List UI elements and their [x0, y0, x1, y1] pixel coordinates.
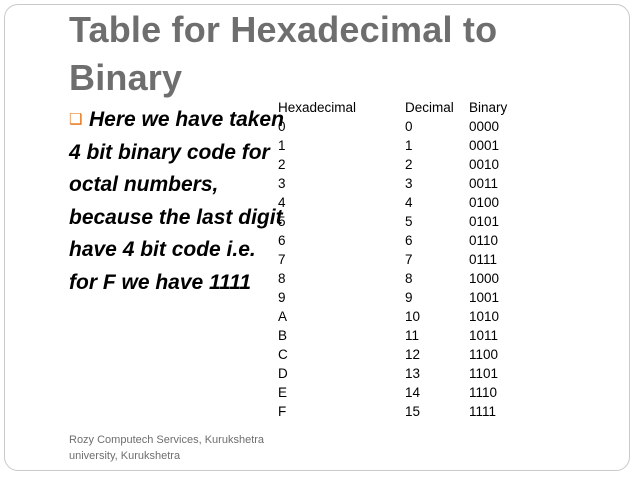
- cell-hexadecimal: 5: [278, 214, 286, 229]
- bullet-icon: ❑: [69, 111, 83, 128]
- cell-decimal: 2: [405, 157, 413, 172]
- cell-hexadecimal: A: [278, 309, 288, 324]
- cell-decimal: 5: [405, 214, 413, 229]
- cell-binary: 0111: [469, 252, 498, 267]
- slide-title: Table for Hexadecimal to Binary: [69, 9, 498, 98]
- cell-hexadecimal: 0: [278, 119, 286, 134]
- table-row: B 11 1011: [278, 326, 539, 345]
- cell-decimal: 11: [405, 328, 420, 343]
- bullet-point: ❑ Here we have taken 4 bit binary code f…: [69, 104, 284, 299]
- cell-decimal: 6: [405, 233, 413, 248]
- cell-decimal: 10: [405, 309, 421, 324]
- table-row: 4 4 0100: [278, 193, 539, 212]
- table-row: A 10 1010: [278, 307, 539, 326]
- cell-decimal: 4: [405, 195, 413, 210]
- cell-binary: 0100: [469, 195, 500, 210]
- table-row: C 12 1100: [278, 345, 539, 364]
- cell-binary: 1000: [469, 271, 500, 286]
- cell-binary: 1101: [469, 366, 499, 381]
- table-row: 0 0 0000: [278, 117, 539, 136]
- table-header-row: Hexadecimal Decimal Binary: [278, 98, 539, 117]
- table-row: 7 7 0111: [278, 250, 539, 269]
- cell-binary: 0000: [469, 119, 500, 134]
- cell-decimal: 1: [405, 138, 413, 153]
- cell-hexadecimal: E: [278, 385, 288, 400]
- cell-binary: 1111: [469, 404, 497, 419]
- table-row: 2 2 0010: [278, 155, 539, 174]
- cell-binary: 1011: [469, 328, 499, 343]
- table-row: 1 1 0001: [278, 136, 539, 155]
- table-row: 6 6 0110: [278, 231, 539, 250]
- cell-binary: 1110: [469, 385, 498, 400]
- table-row: 9 9 1001: [278, 288, 539, 307]
- cell-hexadecimal: F: [278, 404, 287, 419]
- cell-hexadecimal: 7: [278, 252, 286, 267]
- table-row: F 15 1111: [278, 402, 539, 421]
- cell-hexadecimal: D: [278, 366, 288, 381]
- cell-decimal: 9: [405, 290, 413, 305]
- conversion-table: Hexadecimal Decimal Binary 0 0 0000 1 1 0001 2…: [278, 98, 539, 421]
- table-row: D 13 1101: [278, 364, 539, 383]
- cell-binary: 1001: [469, 290, 500, 305]
- cell-decimal: 7: [405, 252, 413, 267]
- cell-binary: 0101: [469, 214, 500, 229]
- cell-binary: 1010: [469, 309, 500, 324]
- cell-binary: 0001: [469, 138, 500, 153]
- footer-text: Rozy Computech Services, Kurukshetra uni…: [69, 434, 265, 462]
- cell-hexadecimal: 8: [278, 271, 286, 286]
- cell-binary: 0110: [469, 233, 499, 248]
- cell-decimal: 8: [405, 271, 413, 286]
- cell-hexadecimal: 9: [278, 290, 286, 305]
- cell-hexadecimal: 6: [278, 233, 286, 248]
- cell-hexadecimal: 4: [278, 195, 286, 210]
- cell-decimal: 12: [405, 347, 421, 362]
- bullet-text: Here we have taken 4 bit binary code for…: [69, 108, 284, 294]
- cell-binary: 0010: [469, 157, 500, 172]
- cell-hexadecimal: 1: [278, 138, 286, 153]
- header-binary: Binary: [469, 100, 508, 115]
- header-hexadecimal: Hexadecimal: [278, 100, 357, 115]
- table-row: E 14 1110: [278, 383, 539, 402]
- cell-decimal: 14: [405, 385, 421, 400]
- cell-binary: 0011: [469, 176, 499, 191]
- header-decimal: Decimal: [405, 100, 454, 115]
- cell-decimal: 0: [405, 119, 413, 134]
- table-row: 5 5 0101: [278, 212, 539, 231]
- cell-hexadecimal: B: [278, 328, 288, 343]
- cell-hexadecimal: 3: [278, 176, 286, 191]
- cell-hexadecimal: 2: [278, 157, 286, 172]
- cell-decimal: 13: [405, 366, 421, 381]
- cell-decimal: 15: [405, 404, 421, 419]
- cell-binary: 1100: [469, 347, 499, 362]
- cell-decimal: 3: [405, 176, 413, 191]
- table-row: 3 3 0011: [278, 174, 539, 193]
- slide-frame: [4, 4, 630, 471]
- table-row: 8 8 1000: [278, 269, 539, 288]
- cell-hexadecimal: C: [278, 347, 288, 362]
